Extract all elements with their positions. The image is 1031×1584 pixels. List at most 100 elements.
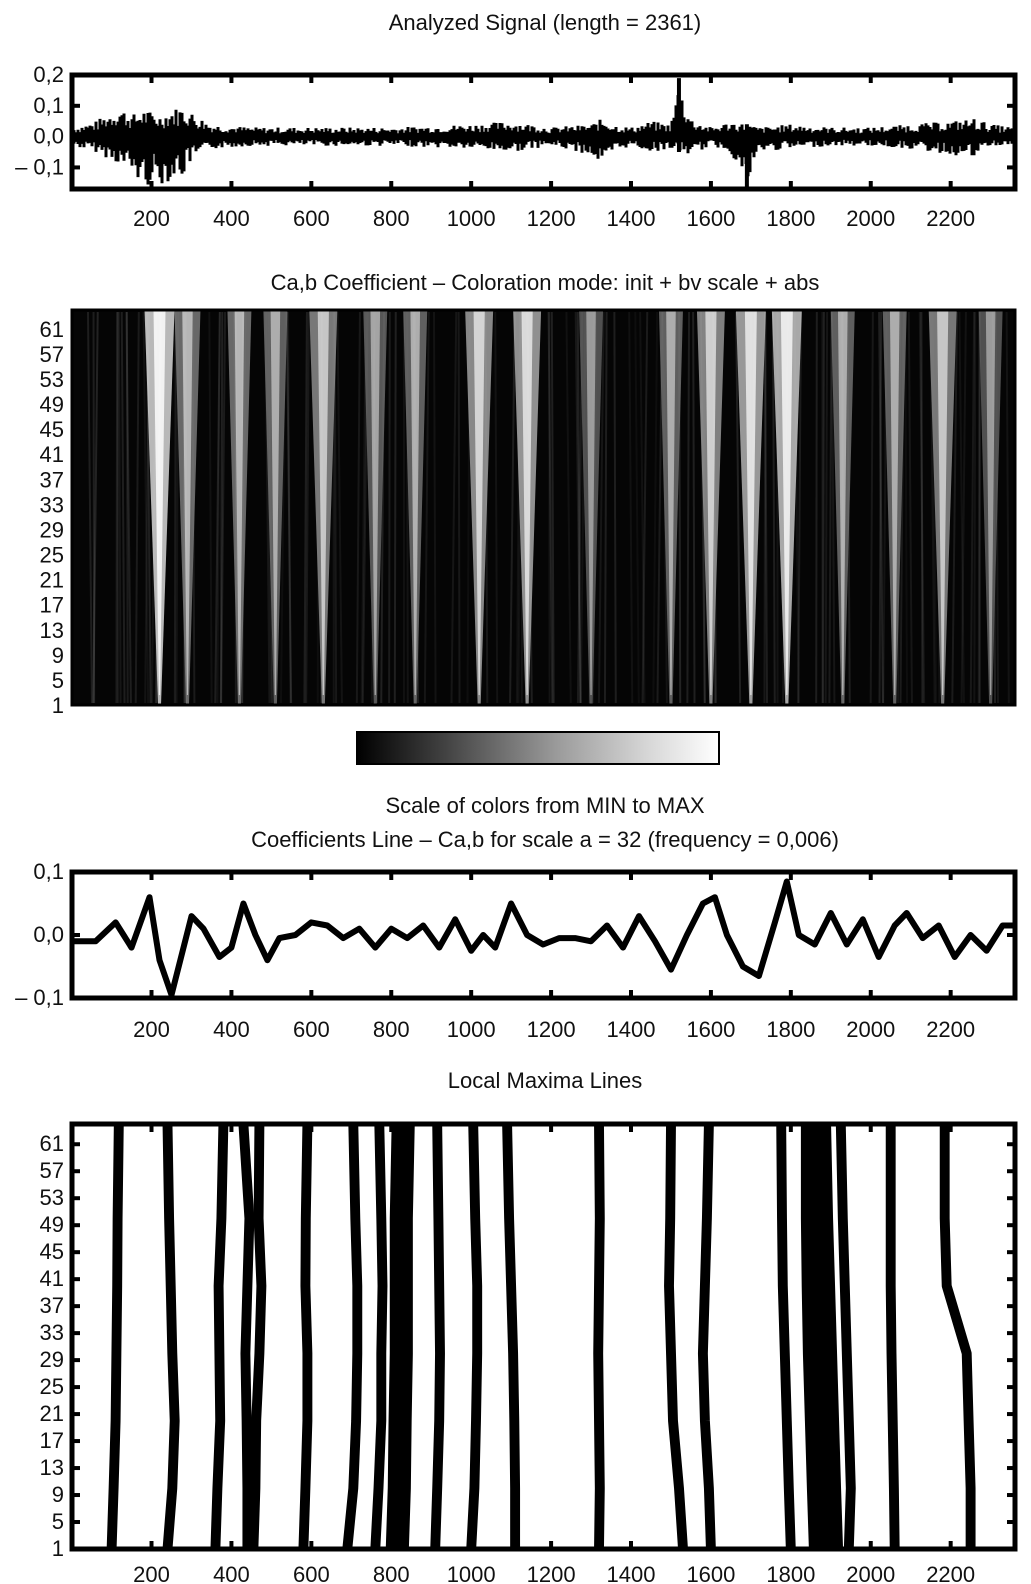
maxima-y-tick-label: 25 [40,1374,64,1399]
maxima-line [210,1123,229,1550]
scalogram-texture [951,311,958,704]
colorbar [356,731,720,765]
scalogram-y-tick-label: 41 [40,442,64,467]
scalogram-texture [208,311,213,704]
scalogram-texture [764,311,768,704]
scalogram-texture [815,311,818,704]
maxima-line [835,1123,856,1550]
scalogram-ridge-core [586,310,596,695]
maxima-line [664,1123,688,1550]
scalogram-texture [173,311,177,704]
scalogram-y-tick-label: 1 [52,693,64,718]
scalogram-texture [960,311,967,704]
scalogram-ridge-core [744,310,757,695]
scalogram-texture [220,311,227,704]
scalogram-texture [763,311,767,704]
scalogram-y-tick-label: 37 [40,467,64,492]
signal-x-tick-label: 1000 [447,206,496,231]
scalogram-y-tick-label: 49 [40,392,64,417]
coef-line-series [72,878,1015,998]
scalogram-y-tick-label: 29 [40,517,64,542]
scalogram-texture [305,311,310,704]
maxima-line [502,1123,521,1549]
scalogram-texture [457,311,461,704]
signal-x-tick-label: 2000 [846,206,895,231]
scalogram-texture [574,311,582,704]
signal-y-tick-label: 0,0 [33,124,64,149]
scalogram-y-tick-label: 5 [52,668,64,693]
maxima-line [593,1123,605,1550]
scalogram-ridge-core [937,310,949,695]
scalogram-texture [125,311,132,704]
scalogram-texture [822,311,825,704]
scalogram-texture [918,311,926,704]
signal-plot-area [72,78,1014,189]
maxima-y-tick-label: 29 [40,1347,64,1372]
signal-y-ticks: 0,2 0,1 0,0 – 0,1 [15,62,1015,179]
scalogram-texture [797,311,802,704]
scalogram-ridge-core [521,310,533,695]
coef-line-y-tick-label: 0,0 [33,922,64,947]
scalogram-texture [423,311,430,704]
scalogram-texture [388,311,391,704]
signal-y-tick-label: – 0,1 [15,154,64,179]
scalogram-ridge [263,310,288,705]
scalogram-y-tick-label: 61 [40,317,64,342]
coef-line-plot-area [72,878,1015,998]
scalogram-texture [597,311,605,704]
maxima-line [814,1123,844,1550]
coef-line-x-tick-label: 600 [293,1017,330,1042]
scalogram-texture [117,311,122,704]
scalogram-texture [142,311,150,704]
scalogram-ridge-core [705,310,717,695]
scalogram-ridge [579,310,604,705]
scalogram-texture [634,311,640,704]
scalogram-texture [565,311,572,704]
signal-y-tick-label: 0,1 [33,93,64,118]
scalogram-ridge [363,310,388,705]
maxima-x-tick-label: 1200 [527,1562,576,1584]
scalogram-title: Ca,b Coefficient – Coloration mode: init… [271,270,820,295]
maxima-y-tick-label: 45 [40,1239,64,1264]
scalogram-texture [214,311,221,704]
maxima-y-tick-label: 21 [40,1401,64,1426]
scalogram-texture [86,311,93,704]
scalogram-y-tick-label: 25 [40,543,64,568]
scalogram-background [72,310,1015,705]
scalogram-ridge-core [410,310,421,695]
coef-line-frame [69,869,1018,1001]
scalogram-texture [830,311,836,704]
maxima-line [248,1123,267,1550]
scalogram-texture [303,311,308,704]
maxima-x-tick-label: 800 [373,1562,410,1584]
maxima-frame [69,1121,1018,1552]
scalogram-texture [393,311,397,704]
maxima-y-tick-label: 5 [52,1509,64,1534]
signal-x-ticks: 200 400 600 800 1000 1200 1400 1600 1800 2000 2200 [133,75,975,231]
scalogram-texture [973,311,977,704]
coef-line-x-ticks: 200 400 600 800 1000 1200 1400 1600 1800 2000 2200 [133,872,975,1042]
scalogram-texture [920,311,924,704]
scalogram-texture [878,311,883,704]
scalogram-texture [824,311,829,704]
scalogram-ridge-core [182,310,193,695]
scalogram-texture [576,311,582,704]
signal-trace [72,95,1014,185]
scalogram-texture [1005,311,1010,704]
scalogram-ridge [978,310,1003,705]
maxima-y-tick-label: 49 [40,1212,64,1237]
maxima-y-tick-label: 33 [40,1320,64,1345]
scalogram-y-tick-label: 21 [40,568,64,593]
scalogram-texture [977,311,981,704]
signal-x-tick-label: 1800 [766,206,815,231]
signal-x-tick-label: 800 [373,206,410,231]
scalogram-texture [92,311,96,704]
maxima-y-tick-label: 61 [40,1131,64,1156]
scalogram-texture [550,311,555,704]
scalogram-texture [115,311,119,704]
signal-x-tick-label: 600 [293,206,330,231]
scalogram-ridge [658,310,683,705]
scalogram-texture [686,311,691,704]
